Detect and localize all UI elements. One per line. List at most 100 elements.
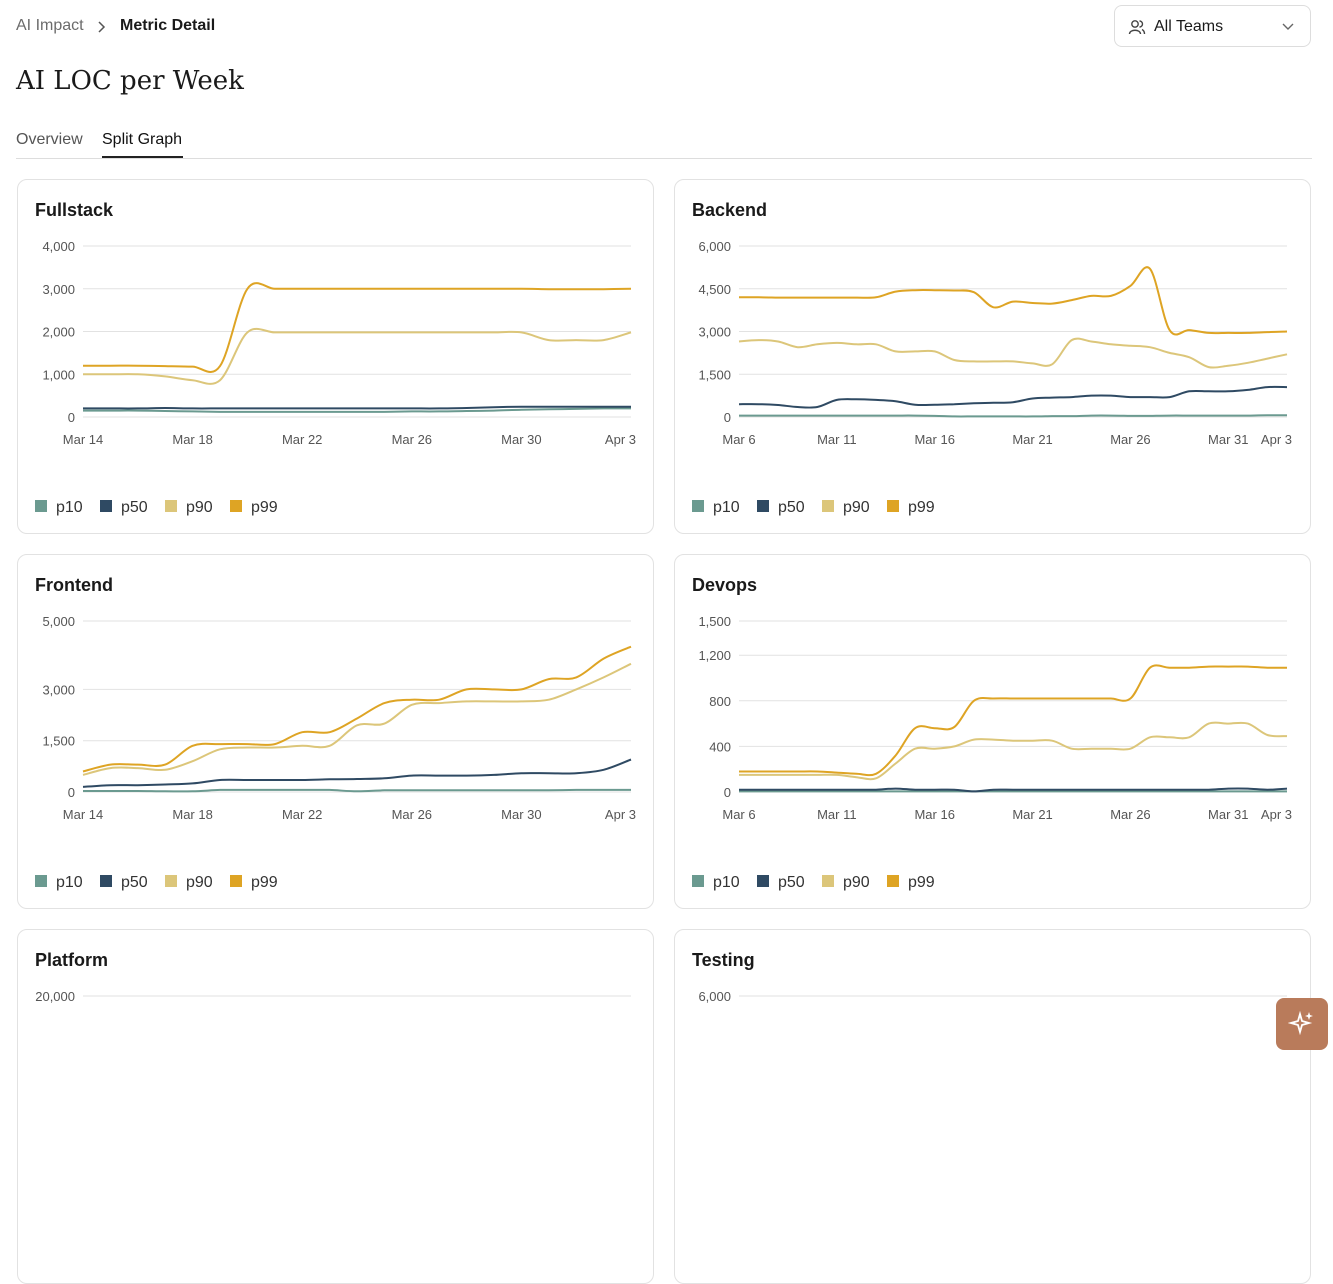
x-tick-label: Mar 22 <box>282 807 322 822</box>
chart-title: Testing <box>692 950 755 970</box>
series-line <box>82 662 632 776</box>
legend-swatch <box>822 875 834 887</box>
series-line <box>82 407 631 413</box>
x-tick-label: Mar 14 <box>63 807 103 822</box>
x-tick-label: Apr 3 <box>605 807 636 822</box>
x-tick-label: Mar 31 <box>1208 432 1248 447</box>
x-tick-label: Mar 26 <box>392 807 432 822</box>
chart: Frontend 0 1,500 3,000 5,000 Mar 14 Mar 18 Mar … <box>35 575 636 891</box>
x-tick-label: Mar 26 <box>1110 432 1150 447</box>
x-tick-label: Mar 26 <box>1110 807 1150 822</box>
chart: Platform 20,000 <box>35 950 631 1004</box>
x-tick-label: Mar 31 <box>1208 807 1248 822</box>
legend-label: p10 <box>713 499 740 516</box>
legend-swatch <box>35 875 47 887</box>
y-tick-label: 20,000 <box>35 989 75 1004</box>
series-line <box>738 266 1288 336</box>
x-tick-label: Mar 18 <box>172 432 212 447</box>
series-line <box>82 645 632 773</box>
y-tick-label: 3,000 <box>42 682 75 697</box>
legend-swatch <box>165 500 177 512</box>
x-tick-label: Mar 21 <box>1012 807 1052 822</box>
tab-active[interactable]: Split Graph <box>102 131 183 148</box>
legend-label: p10 <box>713 874 740 891</box>
chart-title: Platform <box>35 950 108 970</box>
y-tick-label: 1,500 <box>42 734 75 749</box>
legend-swatch <box>165 875 177 887</box>
chart: Devops 0 400 800 1,200 1,500 Mar 6 Mar 11 Mar 16… <box>692 575 1292 891</box>
y-tick-label: 3,000 <box>42 282 75 297</box>
chart-title: Fullstack <box>35 200 114 220</box>
chart-title: Frontend <box>35 575 113 595</box>
series-line <box>83 327 632 385</box>
legend-swatch <box>230 500 242 512</box>
series-line <box>738 385 1288 409</box>
legend-label: p99 <box>908 874 935 891</box>
legend-label: p90 <box>186 499 213 516</box>
series-line <box>738 337 1288 369</box>
legend-swatch <box>100 500 112 512</box>
legend-label: p99 <box>908 499 935 516</box>
legend-swatch <box>757 875 769 887</box>
y-tick-label: 1,200 <box>698 648 731 663</box>
legend-label: p50 <box>121 874 148 891</box>
chart-title: Devops <box>692 575 757 595</box>
tab[interactable]: Overview <box>16 131 83 148</box>
chart-card: Testing 6,000 <box>674 929 1311 1284</box>
page: AI Impact Metric Detail All Teams AI LOC… <box>16 5 1328 1284</box>
y-tick-label: 4,000 <box>42 239 75 254</box>
x-tick-label: Mar 30 <box>501 432 541 447</box>
legend-swatch <box>692 500 704 512</box>
series-line <box>738 787 1288 793</box>
y-tick-label: 0 <box>724 410 731 425</box>
legend-label: p10 <box>56 499 83 516</box>
x-tick-label: Mar 21 <box>1012 432 1052 447</box>
legend-label: p10 <box>56 874 83 891</box>
tab-underline <box>102 156 183 158</box>
legend-label: p90 <box>843 499 870 516</box>
legend-label: p50 <box>778 874 805 891</box>
x-tick-label: Apr 3 <box>1261 432 1292 447</box>
team-filter-label: All Teams <box>1154 18 1224 35</box>
y-tick-label: 6,000 <box>698 989 731 1004</box>
chart-title: Backend <box>692 200 767 220</box>
y-tick-label: 2,000 <box>42 325 75 340</box>
tab-divider <box>16 158 1312 159</box>
chart-card: Fullstack 0 1,000 2,000 3,000 4,000 Mar 14 Mar … <box>17 179 654 534</box>
x-tick-label: Mar 22 <box>282 432 322 447</box>
legend-swatch <box>822 500 834 512</box>
x-tick-label: Mar 11 <box>817 432 857 447</box>
legend-swatch <box>887 500 899 512</box>
people-icon <box>1128 20 1146 35</box>
x-tick-label: Mar 11 <box>817 807 857 822</box>
y-tick-label: 1,000 <box>42 367 75 382</box>
y-tick-label: 0 <box>724 785 731 800</box>
chart-card: Backend 0 1,500 3,000 4,500 6,000 Mar 6 Mar 11 M… <box>674 179 1311 534</box>
series-line <box>83 405 631 410</box>
series-line <box>83 788 631 793</box>
chart-card: Platform 20,000 <box>17 929 654 1284</box>
breadcrumb-link[interactable]: AI Impact <box>16 17 84 34</box>
x-tick-label: Apr 3 <box>605 432 636 447</box>
legend-label: p99 <box>251 874 278 891</box>
x-tick-label: Mar 6 <box>722 807 755 822</box>
legend-label: p90 <box>186 874 213 891</box>
page-title: AI LOC per Week <box>16 66 244 96</box>
y-tick-label: 4,500 <box>698 282 731 297</box>
legend-swatch <box>230 875 242 887</box>
legend-swatch <box>887 875 899 887</box>
team-filter[interactable]: All Teams <box>1114 5 1311 47</box>
legend-label: p50 <box>121 499 148 516</box>
x-tick-label: Mar 30 <box>501 807 541 822</box>
x-tick-label: Mar 16 <box>914 432 954 447</box>
x-tick-label: Mar 14 <box>63 432 103 447</box>
chart: Backend 0 1,500 3,000 4,500 6,000 Mar 6 Mar 11 M… <box>692 200 1292 516</box>
assistant-button[interactable] <box>1276 998 1328 1050</box>
y-tick-label: 6,000 <box>698 239 731 254</box>
series-line <box>82 758 632 788</box>
y-tick-label: 400 <box>709 739 731 754</box>
y-tick-label: 1,500 <box>698 367 731 382</box>
series-line <box>738 414 1288 418</box>
x-tick-label: Mar 26 <box>392 432 432 447</box>
x-tick-label: Mar 6 <box>722 432 755 447</box>
